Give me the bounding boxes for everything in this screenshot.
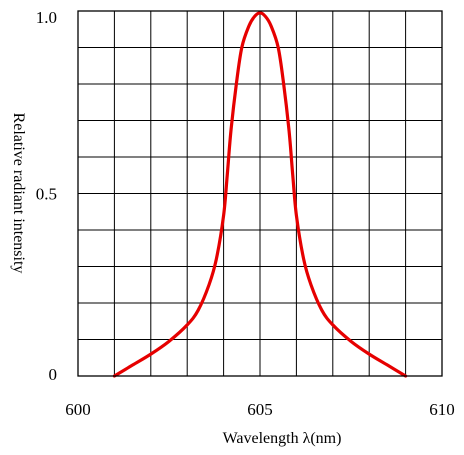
y-axis-label: Relative radiant intensity [10,113,27,274]
plot-frame [77,10,443,377]
y-tick-label: 0.5 [36,185,57,204]
grid [78,11,442,376]
y-tick-label: 1.0 [36,8,57,27]
y-tick-labels: 0 0.5 1.0 [36,8,57,384]
series-layer [112,11,408,378]
spectrum-curve [112,11,408,378]
x-tick-label: 610 [429,400,455,419]
x-tick-label: 600 [65,400,91,419]
x-axis-label: Wavelength λ(nm) [223,430,342,447]
x-tick-label: 605 [247,400,273,419]
plot-border [77,10,443,377]
y-tick-label: 0 [49,365,58,384]
x-tick-labels: 600 605 610 [65,400,455,419]
